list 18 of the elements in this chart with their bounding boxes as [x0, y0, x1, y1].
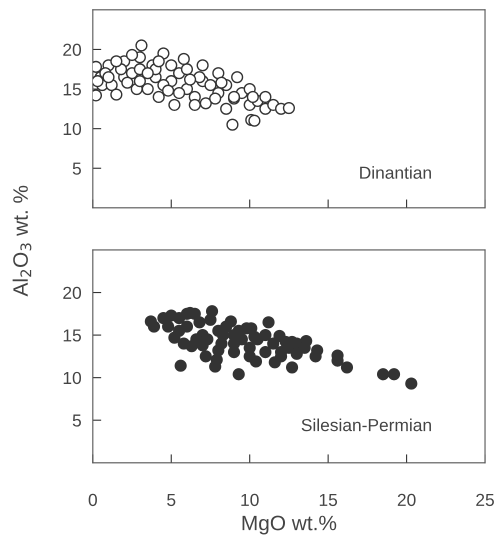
- y-tick-label: 10: [64, 122, 82, 136]
- y-tick-label: 5: [72, 162, 81, 175]
- x-tick-label: 20: [398, 494, 416, 506]
- x-tick-label: 5: [167, 494, 176, 506]
- x-tick-label: 0: [88, 494, 97, 506]
- y-tick-label: 20: [63, 286, 82, 299]
- annotation: Dinantian: [360, 166, 431, 179]
- y-tick-label: 10: [64, 372, 82, 384]
- x-tick-label: 25: [476, 494, 494, 506]
- annotation: Silesian-Permian: [302, 418, 431, 432]
- x-axis-title: MgO wt.%: [242, 516, 336, 534]
- y-tick-label: 20: [63, 44, 82, 56]
- y-tick-label: 5: [72, 414, 81, 427]
- x-tick-label: 15: [320, 494, 338, 506]
- y-tick-label: 15: [64, 83, 81, 96]
- y-tick-label: 15: [64, 329, 81, 342]
- x-tick-label: 10: [241, 494, 259, 506]
- y-axis-title: Al$_{2}$O$_{3}$ wt. %: [12, 186, 32, 296]
